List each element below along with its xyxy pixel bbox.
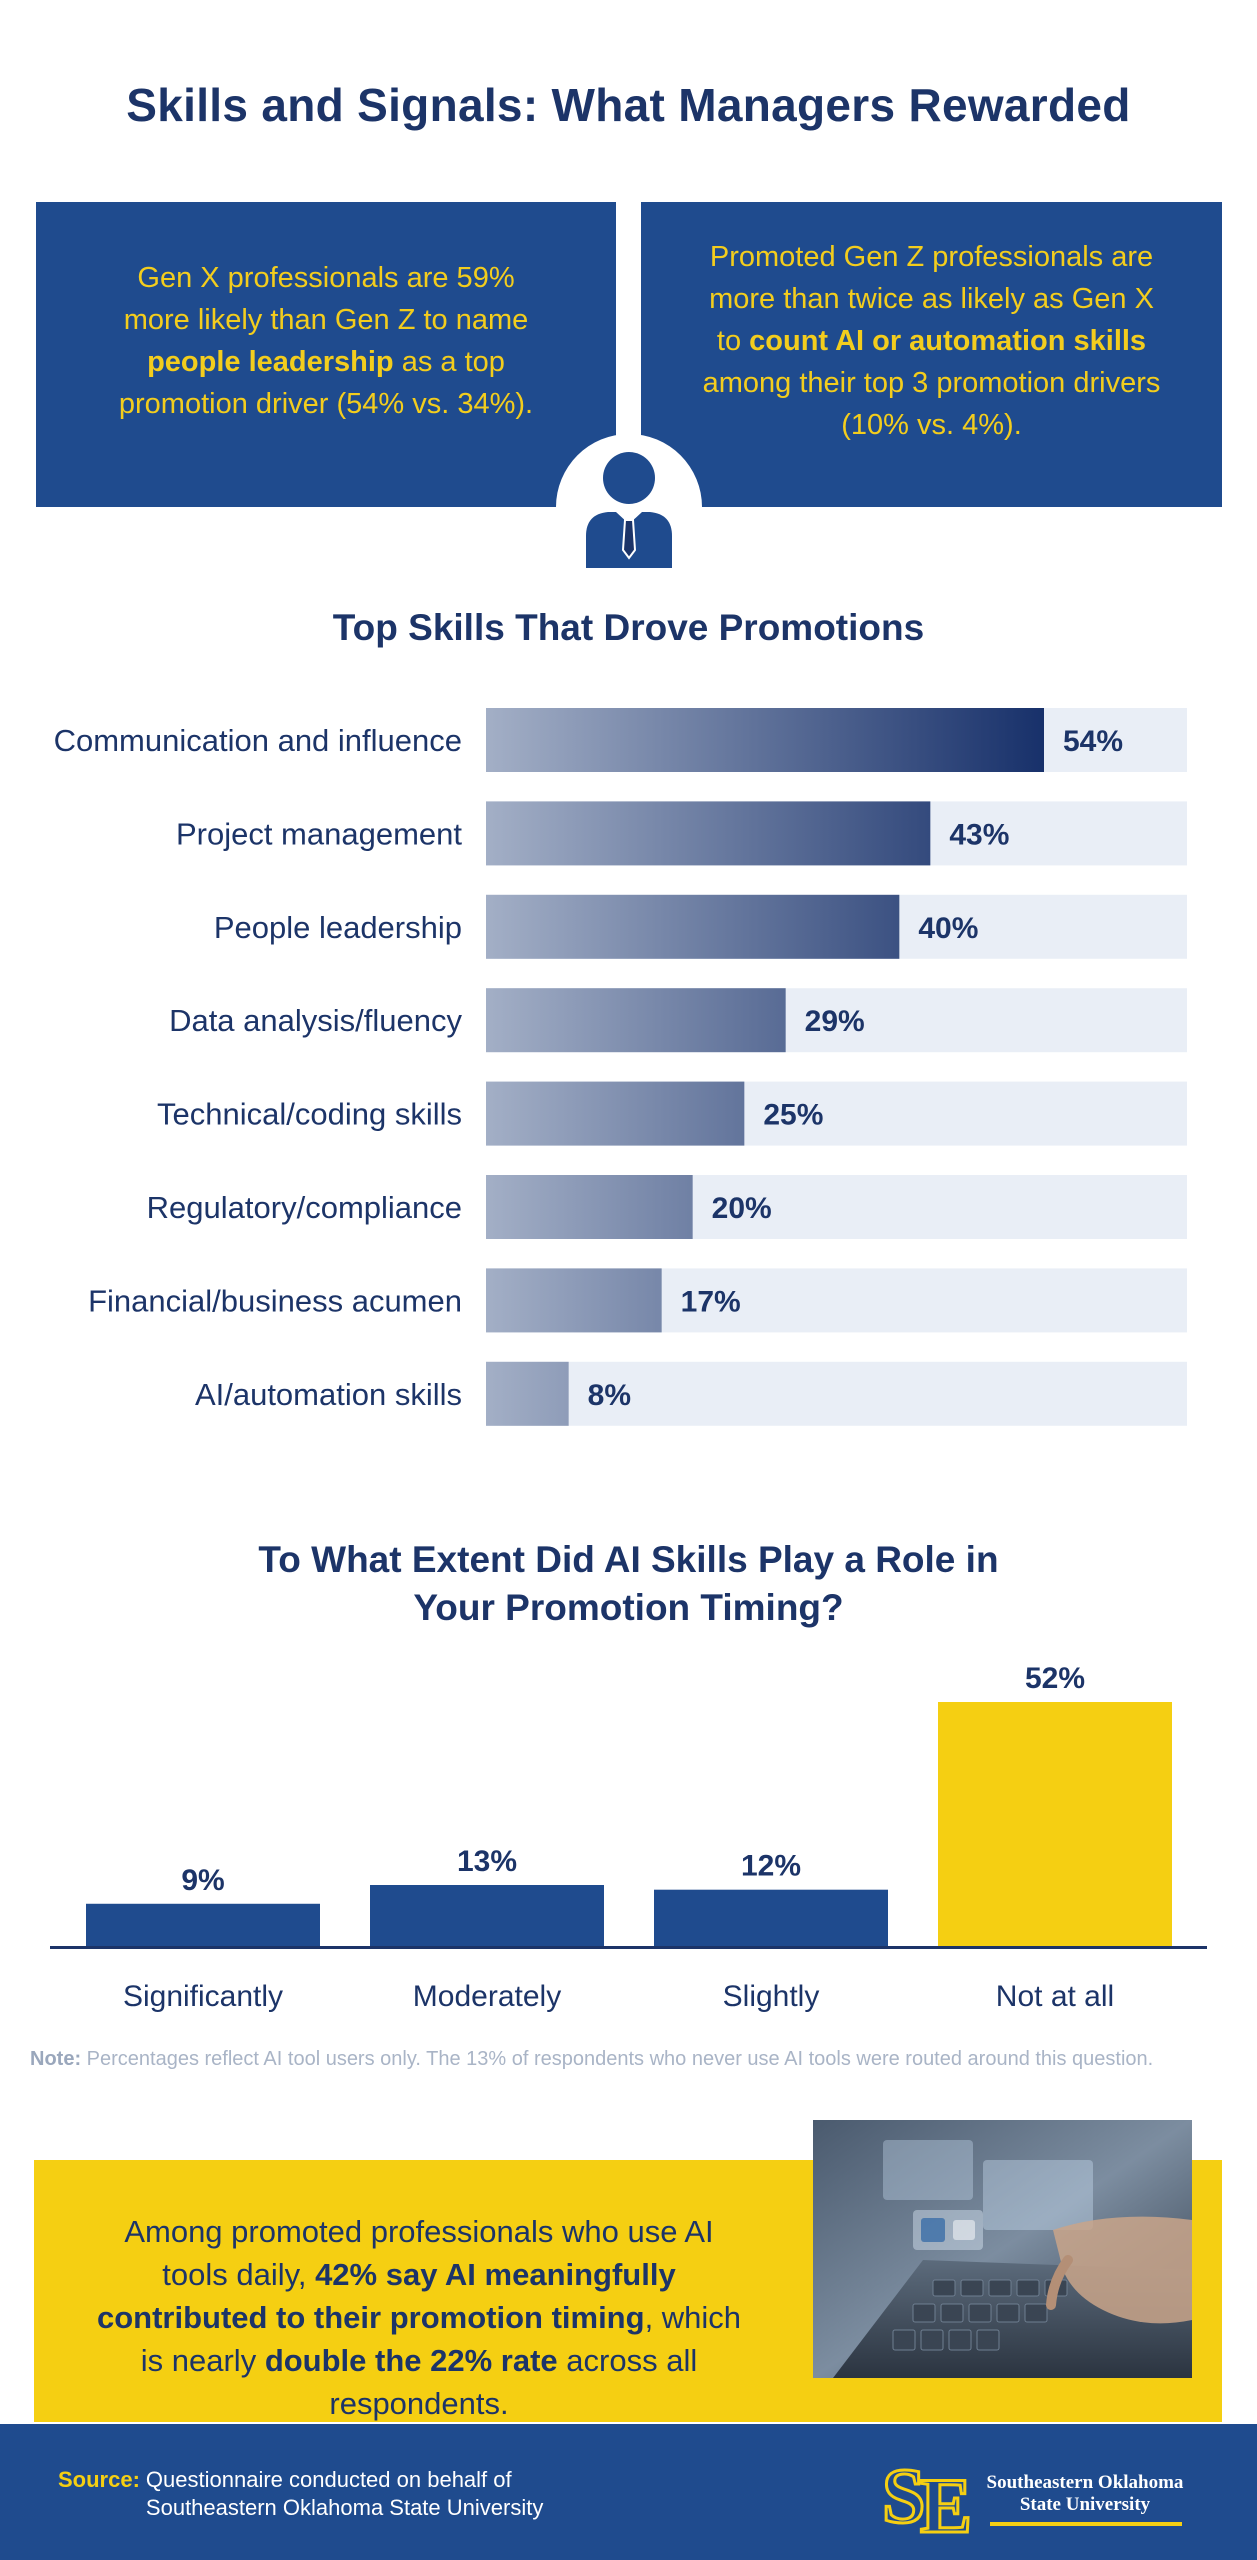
callout-bold: 42% say AI meaningfully contributed to t… bbox=[96, 2257, 676, 2335]
stat-highlight: count AI or automation skills bbox=[749, 324, 1147, 357]
skill-category-label: Data analysis/fluency bbox=[169, 1003, 462, 1038]
stat-text-part: among their top 3 promotion drivers (10%… bbox=[702, 366, 1161, 441]
ai-role-category-label: Significantly bbox=[123, 1980, 283, 2013]
ai-role-value-label: 12% bbox=[741, 1850, 801, 1883]
skill-category-label: People leadership bbox=[214, 910, 462, 945]
svg-text:E: E bbox=[920, 2462, 972, 2540]
source-label: Source: bbox=[58, 2467, 140, 2492]
skill-value-label: 54% bbox=[1063, 725, 1123, 758]
page-title: Skills and Signals: What Managers Reward… bbox=[126, 79, 1131, 131]
skill-value-label: 29% bbox=[805, 1005, 865, 1038]
skill-category-label: Communication and influence bbox=[54, 723, 462, 758]
stat-text-part: as a top promotion driver (54% vs. 34%). bbox=[118, 345, 534, 420]
ai-role-bar bbox=[654, 1889, 888, 1946]
skill-value-label: 8% bbox=[588, 1379, 631, 1412]
stat-text-gen-x: Gen X professionals are 59% more likely … bbox=[106, 257, 546, 425]
university-name: Southeastern Oklahoma State University bbox=[986, 2472, 1184, 2516]
ai-role-bar bbox=[86, 1903, 320, 1946]
callout-bold: double the 22% rate bbox=[264, 2343, 558, 2378]
note-text: Percentages reflect AI tool users only. … bbox=[81, 2048, 1154, 2070]
ai-chart-title-text: To What Extent Did AI Skills Play a Role… bbox=[258, 1539, 999, 1628]
bar-track bbox=[486, 1361, 1187, 1426]
callout-part: , which is nearly bbox=[140, 2300, 742, 2378]
skill-value-label: 17% bbox=[681, 1285, 741, 1318]
stat-box-gen-x: Gen X professionals are 59% more likely … bbox=[36, 202, 616, 507]
ai-role-value-label: 9% bbox=[181, 1864, 224, 1897]
skill-category-label: AI/automation skills bbox=[195, 1377, 462, 1412]
skill-category-label: Regulatory/compliance bbox=[147, 1190, 462, 1225]
ai-role-value-label: 13% bbox=[457, 1845, 517, 1878]
skill-bar bbox=[486, 708, 1044, 772]
svg-text:S: S bbox=[882, 2452, 925, 2539]
skill-bar bbox=[486, 1268, 662, 1333]
skill-category-label: Technical/coding skills bbox=[157, 1097, 462, 1132]
skill-value-label: 43% bbox=[949, 818, 1009, 851]
stat-text-part: Gen X professionals are 59% more likely … bbox=[123, 261, 529, 336]
university-name-line: Southeastern Oklahoma bbox=[986, 2472, 1184, 2493]
skill-bar bbox=[486, 1081, 745, 1146]
ai-role-category-label: Slightly bbox=[723, 1980, 820, 2013]
laptop-ai-photo bbox=[813, 2120, 1192, 2378]
skill-bar bbox=[486, 1361, 569, 1426]
ai-role-value-label: 52% bbox=[1025, 1662, 1085, 1695]
note-label: Note: bbox=[30, 2048, 82, 2070]
skill-bar bbox=[486, 801, 931, 866]
skills-bar-chart: Communication and influence 54% Project ma… bbox=[54, 708, 1187, 1426]
skill-value-label: 40% bbox=[918, 912, 978, 945]
laptop-ai-hands-icon bbox=[813, 2120, 1192, 2378]
ai-role-bar bbox=[370, 1885, 604, 1946]
ai-chart-title: To What Extent Did AI Skills Play a Role… bbox=[0, 1536, 1257, 1632]
callout-part: across all respondents. bbox=[329, 2343, 698, 2421]
callout-part: Among promoted professionals who use AI … bbox=[124, 2214, 714, 2292]
skill-bar bbox=[486, 988, 786, 1053]
ai-role-bar bbox=[938, 1702, 1172, 1946]
skill-category-label: Project management bbox=[176, 816, 462, 851]
skill-value-label: 25% bbox=[763, 1099, 823, 1132]
se-monogram-logo-icon: S E bbox=[881, 2451, 974, 2541]
source-text: Questionnaire conducted on behalf of Sou… bbox=[145, 2467, 544, 2520]
person-with-tie-icon bbox=[586, 452, 672, 568]
ai-role-category-label: Not at all bbox=[996, 1980, 1114, 2013]
ai-role-bar-chart: 9% Significantly 13% Moderately 12% Slightly 5… bbox=[50, 1662, 1207, 2013]
ai-role-category-label: Moderately bbox=[413, 1980, 561, 2013]
university-underline bbox=[990, 2522, 1182, 2526]
stat-highlight: people leadership bbox=[147, 345, 394, 378]
source-credit: Source: Questionnaire conducted on behal… bbox=[58, 2466, 586, 2522]
stat-box-gen-z: Promoted Gen Z professionals are more th… bbox=[641, 202, 1222, 507]
callout-text: Among promoted professionals who use AI … bbox=[94, 2210, 744, 2425]
skills-chart-title: Top Skills That Drove Promotions bbox=[332, 607, 925, 648]
skill-bar bbox=[486, 894, 900, 959]
skill-bar bbox=[486, 1175, 693, 1239]
skill-value-label: 20% bbox=[712, 1192, 772, 1225]
university-name-line: State University bbox=[1019, 2494, 1151, 2515]
stat-text-part: Promoted Gen Z professionals are more th… bbox=[709, 240, 1154, 357]
stat-text-gen-z: Promoted Gen Z professionals are more th… bbox=[696, 236, 1167, 446]
chart-note: Note: Percentages reflect AI tool users … bbox=[30, 2048, 1240, 2071]
skill-category-label: Financial/business acumen bbox=[88, 1283, 462, 1318]
footer: Source: Questionnaire conducted on behal… bbox=[0, 2424, 1257, 2560]
